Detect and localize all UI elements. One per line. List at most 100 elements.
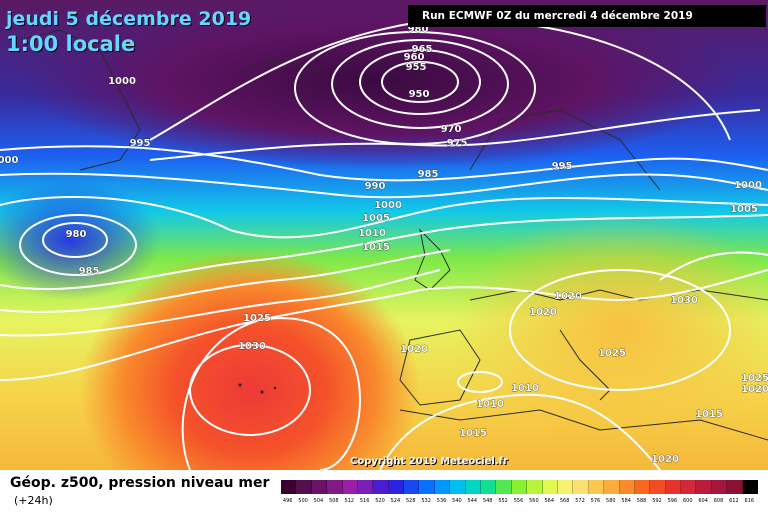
- isobar-label-hpa-1020-b: 1020: [529, 307, 557, 318]
- legend-swatch: [696, 480, 712, 494]
- legend-tick-label: 564: [544, 498, 555, 504]
- legend-tick-label: 612: [729, 498, 739, 504]
- iceland-coast: [239, 59, 321, 71]
- isobar-1010-med: [457, 371, 503, 393]
- legend-swatch: [450, 480, 466, 494]
- isobar-label-hpa-995-a: 995: [552, 161, 573, 172]
- isobar-label-hpa-990: 990: [365, 181, 386, 192]
- isobar-1000: [0, 196, 768, 239]
- legend-tick-label: 524: [390, 498, 401, 504]
- north-africa-coast: [399, 409, 768, 441]
- isobar-label-hpa-980-a: 980: [408, 24, 429, 35]
- legend-tick-label: 500: [298, 498, 308, 504]
- isobar-label-hpa-970: 970: [441, 124, 462, 135]
- legend-tick-label: 512: [344, 498, 354, 504]
- legend-tick-label: 568: [559, 498, 570, 504]
- legend-swatch: [557, 480, 574, 494]
- isobar-label-hpa-1020-d: 1020: [741, 384, 768, 395]
- isobar-label-hpa-975: 975: [447, 138, 468, 149]
- isobar-1025-east: [509, 269, 731, 391]
- isobar-label-hpa-1005-a: 1005: [362, 213, 390, 224]
- isobar-label-hpa-1015-c: 1015: [695, 409, 723, 420]
- isobar-label-hpa-1005-b: 1005: [730, 204, 758, 215]
- isobar-label-hpa-1030-b: 1030: [238, 341, 266, 352]
- isobar-label-hpa-1000-d: 1000: [734, 180, 762, 191]
- legend-swatch: [281, 480, 297, 494]
- legend-tick-label: 584: [621, 498, 631, 504]
- isobar-label-hpa-1020-c: 1020: [400, 344, 428, 355]
- forecast-lead-time: (+24h): [14, 494, 53, 507]
- legend-swatch: [342, 480, 358, 494]
- isobar-label-hpa-1010-b: 1010: [511, 383, 539, 394]
- isobar-label-hpa-1010-a: 1010: [358, 228, 386, 239]
- isobar-975: [149, 109, 761, 161]
- island-dot: [260, 390, 264, 394]
- isobar-label-hpa-1025-a: 1025: [243, 313, 271, 324]
- isobar-label-hpa-1020-a: 1020: [554, 291, 582, 302]
- isobar-995: [0, 172, 768, 199]
- isobar-label-hpa-965: 965: [412, 44, 433, 55]
- legend-swatch: [650, 480, 666, 494]
- isobar-980-west: [42, 222, 108, 258]
- island-dot: [273, 386, 277, 390]
- legend-swatch: [742, 480, 758, 494]
- legend-swatch: [619, 480, 635, 494]
- legend-swatch: [357, 480, 374, 494]
- legend-tick-label: 504: [313, 498, 324, 504]
- isobar-label-hpa-1000-c: 1000: [374, 200, 402, 211]
- legend-swatch: [634, 480, 651, 494]
- legend-tick-label: 532: [421, 498, 431, 504]
- legend-swatch: [711, 480, 728, 494]
- geopotential-color-legend: 496 500 504 508 512 516 520 524 528 532 536 540 544 5…: [281, 480, 758, 507]
- legend-tick-label: 516: [359, 498, 370, 504]
- legend-tick-label: 560: [529, 498, 539, 504]
- legend-swatch: [296, 480, 312, 494]
- island-dot: [238, 383, 242, 387]
- isobar-label-hpa-960: 960: [404, 52, 425, 63]
- legend-swatch: [388, 480, 405, 494]
- isobar-label-hpa-980-b: 980: [66, 229, 87, 240]
- isobar-label-hpa-995-b: 995: [130, 138, 151, 149]
- legend-tick-label: 508: [329, 498, 339, 504]
- legend-tick-label: 552: [498, 498, 508, 504]
- legend-swatch: [419, 480, 435, 494]
- isobar-1015-south: [379, 393, 661, 470]
- isobar-1030-east: [659, 251, 768, 281]
- greenland-coast: [19, 29, 141, 171]
- legend-tick-label: 596: [667, 498, 678, 504]
- legend-tick-label: 608: [713, 498, 724, 504]
- legend-swatch: [373, 480, 389, 494]
- isobar-1025: [181, 317, 362, 470]
- legend-tick-label: 520: [375, 498, 385, 504]
- isobar-950: [381, 61, 459, 103]
- legend-tick-label: 496: [282, 498, 293, 504]
- high-marker-islands: [238, 383, 277, 394]
- iberia-coast: [399, 329, 481, 406]
- legend-swatch: [573, 480, 589, 494]
- legend-tick-label: 548: [482, 498, 493, 504]
- isobar-955: [359, 49, 481, 115]
- isobar-1010: [0, 249, 451, 313]
- legend-swatch: [481, 480, 497, 494]
- legend-tick-label: 536: [436, 498, 447, 504]
- legend-swatch: [588, 480, 605, 494]
- legend-swatch: [604, 480, 620, 494]
- map-variable-title: Géop. z500, pression niveau mer: [10, 475, 270, 491]
- italy-coast: [559, 329, 611, 401]
- legend-tick-label: 600: [682, 498, 693, 504]
- isobar-label-hpa-1000-b: 000: [0, 155, 18, 166]
- legend-tick-label: 576: [590, 498, 601, 504]
- legend-swatch: [311, 480, 328, 494]
- isobar-1005: [0, 214, 768, 291]
- legend-swatch: [542, 480, 558, 494]
- forecast-date-title: jeudi 5 décembre 2019: [6, 8, 252, 30]
- isobar-985-west: [19, 214, 137, 276]
- legend-swatch: [327, 480, 343, 494]
- northern-low-area: [20, 0, 740, 170]
- isobar-985: [0, 145, 768, 182]
- legend-tick-label: 572: [575, 498, 585, 504]
- legend-tick-label: 604: [698, 498, 708, 504]
- legend-swatch: [527, 480, 543, 494]
